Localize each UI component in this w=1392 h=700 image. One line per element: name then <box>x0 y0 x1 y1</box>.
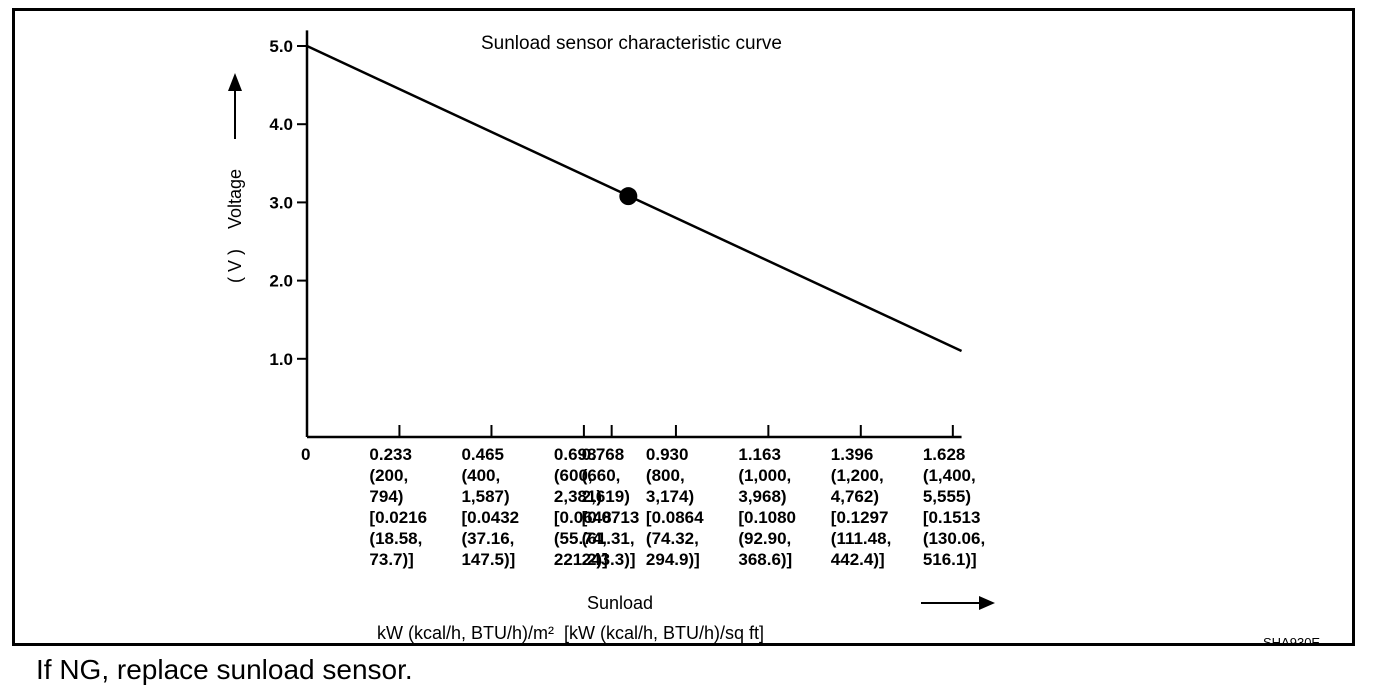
y-tick-label: 1.0 <box>269 350 293 369</box>
x-tick-label: 1.163 (1,000, 3,968) [0.1080 (92.90, 368.6)] <box>738 445 796 569</box>
y-tick-label: 4.0 <box>269 115 293 134</box>
x-tick-label: 1.628 (1,400, 5,555) [0.1513 (130.06, 516.1)] <box>923 445 985 569</box>
caption-text: If NG, replace sunload sensor. <box>36 654 413 685</box>
chart-title: Sunload sensor characteristic curve <box>481 33 782 54</box>
x-ticks: 0 0.233 (200, 794) [0.0216 (18.58, 73.7)] 0.465… <box>301 425 985 569</box>
y-tick-label: 3.0 <box>269 193 293 212</box>
x-tick-label: 0.930 (800, 3,174) [0.0864 (74.32, 294.9)] <box>646 445 704 569</box>
y-axis-label: Voltage <box>225 169 245 229</box>
x-axis-arrow <box>921 596 995 610</box>
y-ticks: 1.0 2.0 3.0 4.0 5.0 <box>269 37 307 369</box>
figure-frame: 1.0 2.0 3.0 4.0 5.0 0 0.233 (200, 794) [0.0216 (1… <box>12 8 1355 646</box>
x-tick-label: 1.396 (1,200, 4,762) [0.1297 (111.48, 442.4)] <box>831 445 892 569</box>
y-tick-label: 5.0 <box>269 37 293 56</box>
chart-axes <box>305 30 962 439</box>
y-axis-unit: ( V ) <box>225 249 245 283</box>
x-origin-label: 0 <box>301 445 310 464</box>
y-axis-arrow <box>228 73 242 139</box>
x-axis-units: kW (kcal/h, BTU/h)/m² [kW (kcal/h, BTU/h… <box>377 623 764 643</box>
x-axis-label: Sunload <box>587 593 653 613</box>
data-point-marker <box>619 187 638 206</box>
figure-code: SHA930E <box>1263 635 1320 643</box>
series-group <box>306 44 963 353</box>
y-tick-label: 2.0 <box>269 272 293 291</box>
x-tick-label: 0.698 (600, 2,381) [0.0648 (55.74, 221.2)] <box>554 445 612 569</box>
x-tick-label: 0.233 (200, 794) [0.0216 (18.58, 73.7)] <box>369 445 427 569</box>
x-tick-label: 0.768 (660, 2,619) [0.0713 (61.31, 243.3)] <box>582 445 640 569</box>
x-tick-label: 0.465 (400, 1,587) [0.0432 (37.16, 147.5)] <box>461 445 519 569</box>
sunload-chart: 1.0 2.0 3.0 4.0 5.0 0 0.233 (200, 794) [0.0216 (1… <box>225 30 1320 643</box>
